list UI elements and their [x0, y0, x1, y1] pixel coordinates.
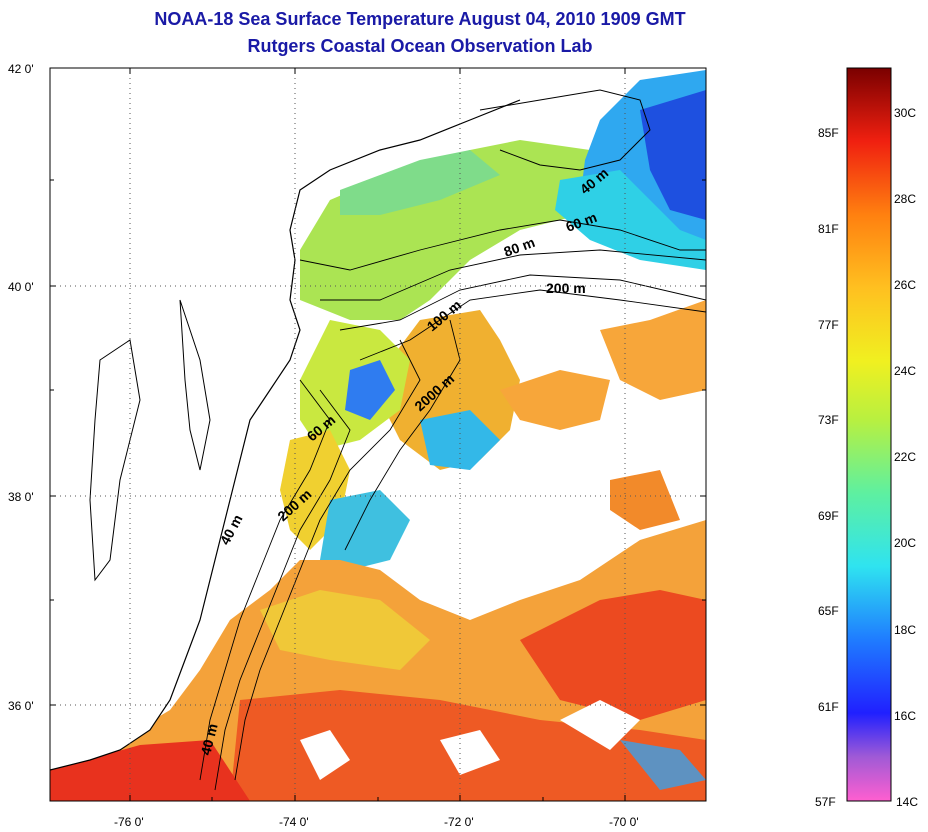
map-gridlines	[50, 68, 706, 801]
sst-data-layer: 40 m 60 m 80 m 200 m 100 m 2000 m 60 m 2…	[50, 68, 706, 801]
lon-label: -72 0'	[444, 815, 474, 829]
colorbar-f-label: 77F	[818, 318, 839, 332]
colorbar-c-label: 22C	[894, 450, 916, 464]
colorbar-f-label: 65F	[818, 604, 839, 618]
lon-label: -70 0'	[609, 815, 639, 829]
colorbar-c-label: 14C	[896, 795, 918, 809]
colorbar-f-label: 73F	[818, 413, 839, 427]
depth-label: 40 m	[197, 722, 220, 757]
colorbar-c-label: 30C	[894, 106, 916, 120]
colorbar-c-label: 18C	[894, 623, 916, 637]
depth-label: 200 m	[546, 280, 586, 296]
lat-label: 36 0'	[8, 699, 34, 713]
colorbar-f-label: 57F	[815, 795, 836, 809]
lon-label: -74 0'	[279, 815, 309, 829]
colorbar-c-label: 20C	[894, 536, 916, 550]
colorbar-c-label: 16C	[894, 709, 916, 723]
lat-label: 42 0'	[8, 62, 34, 76]
colorbar-f-label: 61F	[818, 700, 839, 714]
map-title: NOAA-18 Sea Surface Temperature August 0…	[154, 9, 686, 29]
map-subtitle: Rutgers Coastal Ocean Observation Lab	[247, 36, 593, 56]
colorbar-c-label: 24C	[894, 364, 916, 378]
colorbar-c-label: 26C	[894, 278, 916, 292]
lat-label: 38 0'	[8, 490, 34, 504]
colorbar-f-label: 81F	[818, 222, 839, 236]
colorbar-f-label: 69F	[818, 509, 839, 523]
map-ticks	[50, 68, 706, 801]
colorbar-f-label: 85F	[818, 126, 839, 140]
colorbar-c-label: 28C	[894, 192, 916, 206]
colorbar	[846, 67, 892, 802]
lat-label: 40 0'	[8, 280, 34, 294]
lon-label: -76 0'	[114, 815, 144, 829]
